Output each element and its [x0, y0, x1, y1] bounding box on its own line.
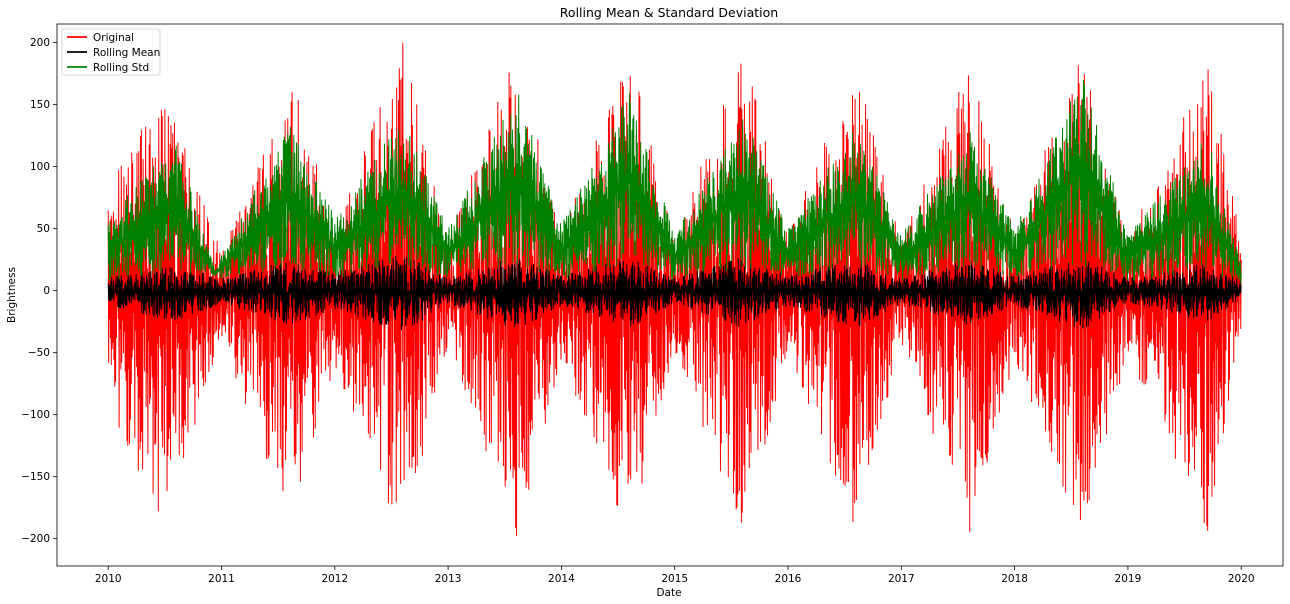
legend-box [61, 28, 161, 76]
legend-label: Rolling Std [93, 62, 149, 74]
y-tick-label: 150 [30, 99, 50, 111]
x-tick-label: 2011 [208, 573, 235, 585]
series-layer [107, 42, 1242, 537]
x-tick-label: 2013 [435, 573, 462, 585]
x-tick-label: 2016 [775, 573, 802, 585]
x-axis-label: Date [656, 587, 681, 599]
y-tick-label: −200 [21, 533, 50, 545]
legend-label: Rolling Mean [93, 47, 160, 59]
plot-area [56, 23, 1284, 567]
y-tick-label: 0 [43, 285, 50, 297]
y-tick-label: −100 [21, 409, 50, 421]
x-tick-label: 2020 [1228, 573, 1255, 585]
x-tick-label: 2018 [1001, 573, 1028, 585]
x-tick-label: 2010 [95, 573, 122, 585]
chart-title: Rolling Mean & Standard Deviation [560, 5, 778, 20]
series-line-rolling-std [107, 79, 1242, 284]
x-axis-ticks: 2010 2011 2012 2013 2014 2015 2016 2017 2018 2019… [95, 566, 1255, 585]
x-tick-label: 2015 [661, 573, 688, 585]
y-tick-label: 50 [37, 223, 50, 235]
x-tick-label: 2012 [321, 573, 348, 585]
y-tick-label: −50 [28, 347, 50, 359]
y-tick-label: 200 [30, 37, 50, 49]
y-axis-label: Brightness [6, 267, 18, 323]
y-tick-label: −150 [21, 471, 50, 483]
series-line-rolling-mean [107, 255, 1242, 331]
x-tick-label: 2019 [1115, 573, 1142, 585]
x-tick-label: 2014 [548, 573, 575, 585]
x-tick-label: 2017 [888, 573, 915, 585]
legend: Original Rolling Mean Rolling Std [61, 28, 161, 76]
legend-label: Original [93, 32, 134, 44]
plot-frame [56, 23, 1284, 567]
y-axis-ticks: −200 −150 −100 −50 0 50 100 150 200 [21, 37, 57, 545]
y-tick-label: 100 [30, 161, 50, 173]
